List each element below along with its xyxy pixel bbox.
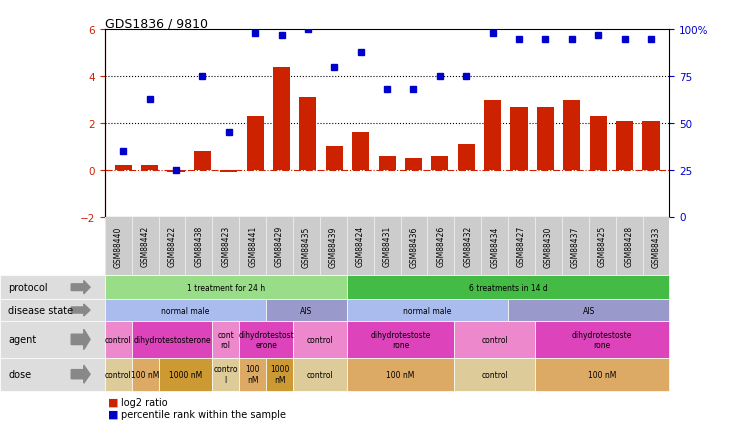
Bar xyxy=(194,152,211,171)
Bar xyxy=(563,100,580,171)
Text: control: control xyxy=(481,370,508,379)
Bar xyxy=(378,156,396,171)
Text: dihydrotestosterone: dihydrotestosterone xyxy=(133,335,211,344)
Text: GSM88431: GSM88431 xyxy=(382,226,392,267)
Text: control: control xyxy=(105,370,132,379)
Text: 100
nM: 100 nM xyxy=(245,365,260,384)
Text: AIS: AIS xyxy=(300,306,313,315)
Text: dose: dose xyxy=(8,369,31,379)
Text: GSM88423: GSM88423 xyxy=(221,226,230,267)
Text: agent: agent xyxy=(8,335,37,345)
Text: normal male: normal male xyxy=(403,306,452,315)
Text: control: control xyxy=(307,335,334,344)
Text: GSM88422: GSM88422 xyxy=(168,226,177,267)
Text: GSM88438: GSM88438 xyxy=(194,226,203,267)
Text: GSM88429: GSM88429 xyxy=(275,226,284,267)
Text: log2 ratio: log2 ratio xyxy=(121,397,168,407)
Text: GDS1836 / 9810: GDS1836 / 9810 xyxy=(105,17,208,30)
Text: control: control xyxy=(481,335,508,344)
Text: contro
l: contro l xyxy=(213,365,238,384)
Bar xyxy=(168,171,185,173)
Bar xyxy=(114,166,132,171)
Text: GSM88428: GSM88428 xyxy=(625,226,634,267)
Text: GSM88432: GSM88432 xyxy=(463,226,472,267)
Text: disease state: disease state xyxy=(8,306,73,315)
Bar xyxy=(432,156,449,171)
Text: protocol: protocol xyxy=(8,283,48,293)
Text: GSM88435: GSM88435 xyxy=(302,226,311,267)
Text: GSM88436: GSM88436 xyxy=(409,226,418,267)
Text: percentile rank within the sample: percentile rank within the sample xyxy=(121,409,286,419)
Bar xyxy=(589,117,607,171)
Bar xyxy=(537,107,554,171)
Bar xyxy=(299,98,316,171)
Text: GSM88426: GSM88426 xyxy=(436,226,445,267)
Text: ■: ■ xyxy=(108,397,119,407)
Bar xyxy=(616,122,633,171)
Text: GSM88425: GSM88425 xyxy=(598,226,607,267)
Text: GSM88440: GSM88440 xyxy=(114,226,123,267)
Bar xyxy=(325,147,343,171)
Text: control: control xyxy=(105,335,132,344)
Text: 1000
nM: 1000 nM xyxy=(270,365,289,384)
Text: dihydrotestost
erone: dihydrotestost erone xyxy=(238,330,294,349)
Bar xyxy=(458,145,475,171)
Text: GSM88439: GSM88439 xyxy=(329,226,338,267)
Bar xyxy=(220,171,237,173)
Text: 1 treatment for 24 h: 1 treatment for 24 h xyxy=(187,283,265,292)
Text: GSM88433: GSM88433 xyxy=(652,226,660,267)
Text: normal male: normal male xyxy=(162,306,209,315)
Text: 100 nM: 100 nM xyxy=(588,370,616,379)
Text: 1000 nM: 1000 nM xyxy=(169,370,202,379)
Text: GSM88430: GSM88430 xyxy=(544,226,553,267)
Text: GSM88437: GSM88437 xyxy=(571,226,580,267)
Text: 6 treatments in 14 d: 6 treatments in 14 d xyxy=(469,283,548,292)
Bar xyxy=(352,133,370,171)
Text: ■: ■ xyxy=(108,409,119,419)
Bar xyxy=(643,122,660,171)
Bar xyxy=(141,166,158,171)
Text: 100 nM: 100 nM xyxy=(387,370,414,379)
Bar xyxy=(484,100,501,171)
Bar xyxy=(247,117,264,171)
Text: control: control xyxy=(307,370,334,379)
Text: GSM88434: GSM88434 xyxy=(490,226,499,267)
Text: GSM88441: GSM88441 xyxy=(248,226,257,267)
Bar xyxy=(273,68,290,171)
Bar xyxy=(405,159,422,171)
Text: GSM88427: GSM88427 xyxy=(517,226,526,267)
Text: 100 nM: 100 nM xyxy=(131,370,159,379)
Text: dihydrotestoste
rone: dihydrotestoste rone xyxy=(370,330,431,349)
Text: AIS: AIS xyxy=(583,306,595,315)
Text: GSM88442: GSM88442 xyxy=(141,226,150,267)
Text: GSM88424: GSM88424 xyxy=(356,226,365,267)
Text: cont
rol: cont rol xyxy=(218,330,234,349)
Bar xyxy=(510,107,527,171)
Text: dihydrotestoste
rone: dihydrotestoste rone xyxy=(572,330,632,349)
